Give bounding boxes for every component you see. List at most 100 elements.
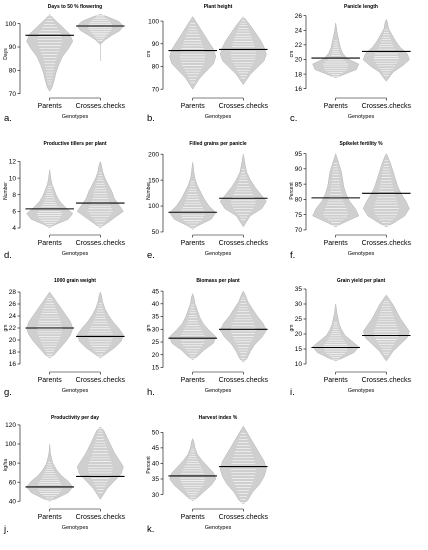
x-tick-label: Crosses.checks [219,240,269,247]
y-tick-label: 8 [12,192,16,199]
y-tick-label: 100 [148,203,159,210]
panel-letter: c. [290,113,297,124]
bean-crosses-checks [362,18,410,82]
y-tick-label: 15 [295,346,303,353]
y-tick-label: 18 [9,349,17,356]
x-tick-label: Crosses.checks [76,240,126,247]
panel-letter: h. [147,387,155,398]
y-tick-label: 6 [12,209,16,216]
x-tick-label: Crosses.checks [76,103,126,110]
bean-crosses-checks [76,291,124,359]
y-tick-label: 40 [152,461,160,468]
x-tick-label: Parents [324,377,349,384]
x-tick-label: Crosses.checks [76,377,126,384]
panel-title: Panicle length [344,4,378,10]
panel-title: Productive tillers per plant [43,141,106,147]
x-tick-label: Crosses.checks [219,377,269,384]
x-axis-label: Genotypes [205,251,232,257]
y-tick-label: 30 [295,301,303,308]
y-tick-label: 35 [152,476,160,483]
y-tick-label: 20 [295,57,303,64]
y-tick-label: 40 [9,498,17,505]
y-tick-label: 50 [152,229,160,236]
panel-c: Panicle length 16 18 20 22 24 26 Parents Crosses… [289,4,412,124]
y-axis-label: gm [146,325,152,332]
y-tick-label: 4 [12,225,16,232]
x-axis-label: Genotypes [205,525,232,531]
panel-j: Productivity per day 40 60 80 100 120 Parents C… [3,415,126,535]
panel-k: Harvest index % 30 35 40 45 50 Parents Crosses.… [146,415,269,535]
panel-letter: i. [290,387,295,398]
y-tick-label: 16 [9,361,17,368]
y-tick-label: 24 [295,27,303,34]
y-tick-label: 80 [9,68,17,75]
panel-letter: b. [147,113,155,124]
y-tick-label: 22 [9,325,17,332]
x-axis-label: Genotypes [205,114,232,120]
y-tick-label: 15 [152,365,160,372]
panel-title: 1000 grain weight [54,278,96,284]
panel-b: Plant height 70 80 90 100 Parents Crosses.chec… [146,4,269,124]
bean-crosses-checks [219,154,267,228]
y-tick-label: 20 [9,337,17,344]
y-tick-label: 30 [152,492,160,499]
y-tick-label: 90 [295,166,303,173]
y-tick-label: 85 [295,181,303,188]
x-tick-label: Parents [324,240,349,247]
x-tick-label: Parents [38,514,63,521]
bean-parents [169,16,217,90]
y-tick-label: 95 [295,151,303,158]
y-tick-label: 50 [152,430,160,437]
y-tick-label: 12 [9,159,17,166]
y-tick-label: 45 [152,288,160,295]
panel-letter: g. [4,387,12,398]
y-tick-label: 10 [295,361,303,368]
panel-letter: d. [4,250,12,261]
x-axis-label: Genotypes [62,114,89,120]
x-tick-label: Parents [38,103,63,110]
y-tick-label: 100 [148,18,159,25]
bean-parents [26,443,74,502]
x-tick-label: Parents [181,377,206,384]
y-tick-label: 150 [148,177,159,184]
y-tick-label: 100 [5,441,16,448]
y-tick-label: 80 [9,460,17,467]
bean-crosses-checks [219,16,267,86]
y-tick-label: 90 [9,44,17,51]
panel-letter: e. [147,250,155,261]
panel-h: Biomass per plant 15 20 25 30 35 40 45 Parents Cr… [146,278,269,398]
y-axis-label: kg/ha [3,459,9,471]
y-tick-label: 24 [9,313,17,320]
panel-i: Grain yield per plant 10 15 20 25 30 35 Parents… [289,278,412,398]
y-tick-label: 26 [9,301,17,308]
bean-crosses-checks [76,160,124,229]
panel-title: Biomass per plant [196,278,240,284]
y-tick-label: 45 [152,445,160,452]
panel-letter: f. [290,250,295,261]
bean-crosses-checks [219,425,267,505]
bean-crosses-checks [76,14,124,61]
y-tick-label: 75 [295,212,303,219]
y-tick-label: 25 [295,316,303,323]
x-tick-label: Parents [324,103,349,110]
y-tick-label: 25 [152,339,160,346]
x-tick-label: Crosses.checks [219,514,269,521]
y-tick-label: 100 [5,21,16,28]
panel-g: 1000 grain weight 16 18 20 22 24 26 28 Parents Cr… [3,278,126,398]
y-axis-label: gm [3,325,9,332]
bean-parents [169,161,217,230]
y-axis-label: Number [3,182,9,200]
bean-crosses-checks [362,153,410,228]
y-tick-label: 30 [152,326,160,333]
x-tick-label: Parents [38,377,63,384]
x-tick-label: Parents [181,240,206,247]
panel-title: Plant height [204,4,233,10]
y-tick-label: 18 [295,71,303,78]
bean-crosses-checks [76,426,124,500]
x-tick-label: Crosses.checks [362,240,412,247]
bean-crosses-checks [219,290,267,363]
panel-e: Filled grains per panicle 50 100 150 200 Pare… [146,141,269,261]
y-tick-label: 35 [295,286,303,293]
panel-d: Productive tillers per plant 4 6 8 10 12 Paren… [3,141,126,261]
